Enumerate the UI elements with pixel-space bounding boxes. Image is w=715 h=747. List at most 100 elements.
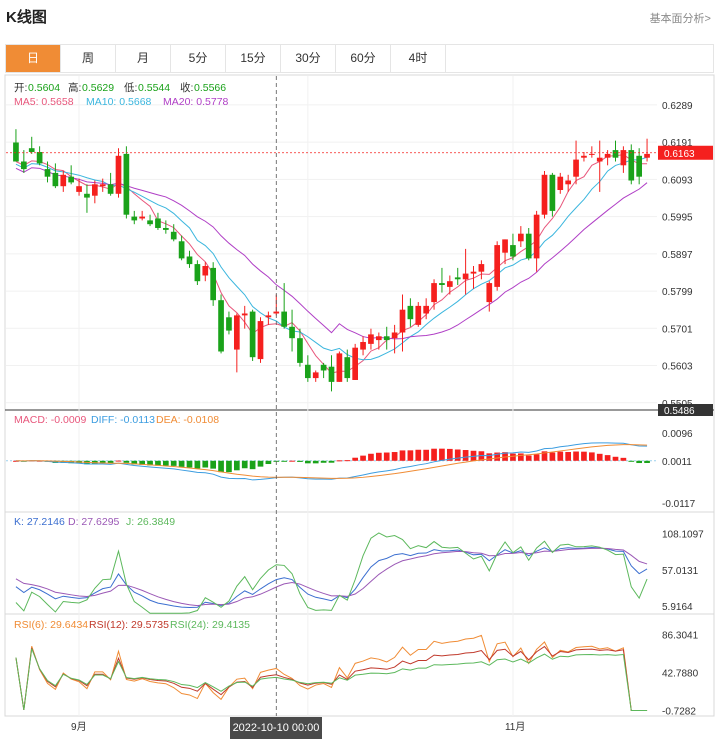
macd-bar — [123, 460, 130, 463]
candle-body — [462, 273, 469, 280]
candle-body — [123, 153, 130, 215]
candle-body — [249, 311, 256, 358]
candle-body — [628, 150, 635, 181]
macd-bar — [581, 451, 587, 461]
k-label: K: 27.2146 — [14, 516, 65, 528]
macd-tick-label: 0.0096 — [662, 429, 693, 440]
candle-body — [257, 321, 264, 360]
macd-bar — [368, 453, 374, 461]
candle-body — [549, 174, 556, 211]
macd-bar — [470, 450, 477, 461]
tab-4[interactable]: 15分 — [226, 45, 281, 72]
candle-body — [478, 264, 485, 272]
macd-bar — [573, 451, 579, 461]
macd-bar — [233, 460, 240, 471]
macd-bar — [604, 455, 611, 461]
macd-tick-label: -0.0117 — [662, 499, 696, 510]
x-tick-label: 11月 — [505, 721, 525, 733]
candle-body — [502, 239, 508, 253]
candle-body — [510, 245, 516, 257]
fundamentals-link[interactable]: 基本面分析> — [649, 13, 711, 25]
dea-label: DEA: -0.0108 — [156, 414, 219, 426]
candle-body — [162, 227, 169, 230]
last-price-badge — [658, 145, 713, 160]
candle-body — [439, 283, 445, 285]
macd-bar — [533, 454, 540, 461]
macd-bar — [194, 460, 201, 469]
candle-body — [170, 231, 177, 240]
price-tick-label: 0.5995 — [662, 213, 693, 224]
kdj-d-line — [15, 547, 648, 607]
price-tick-label: 0.5701 — [662, 324, 693, 335]
candle-body — [368, 334, 374, 344]
macd-bar — [502, 452, 508, 461]
chart-frame — [4, 74, 715, 717]
macd-bar — [241, 460, 248, 469]
macd-bar — [628, 460, 635, 462]
rsi24-line — [15, 648, 648, 712]
ma10-label: MA10: 0.5668 — [86, 96, 152, 108]
kdj-tick-label: 5.9164 — [662, 602, 693, 613]
macd-bar — [620, 457, 627, 461]
macd-bar — [147, 460, 153, 466]
price-tick-label: 0.6191 — [662, 138, 693, 149]
candle-body — [147, 220, 153, 225]
macd-bar — [352, 457, 359, 461]
rsi-tick-label: -0.7282 — [662, 707, 696, 718]
tab-2[interactable]: 月 — [116, 45, 171, 72]
candle-body — [273, 311, 280, 314]
candle-body — [99, 184, 106, 187]
last-price-label: 0.6163 — [664, 149, 695, 160]
macd-dea-line — [15, 444, 648, 479]
macd-bar — [636, 460, 643, 464]
rsi12-label: RSI(12): 29.5735 — [89, 619, 169, 631]
candle-body — [588, 153, 595, 155]
page-title: K线图 — [6, 9, 47, 26]
tab-7[interactable]: 4时 — [391, 45, 446, 72]
candle-body — [60, 174, 67, 187]
candle-body — [581, 155, 587, 158]
candle-body — [612, 150, 619, 158]
macd-bar — [131, 460, 138, 465]
candle-body — [541, 174, 548, 215]
candle-body — [525, 233, 532, 259]
low-value: 0.5544 — [138, 82, 170, 94]
macd-bar — [249, 460, 256, 470]
tab-3[interactable]: 5分 — [171, 45, 226, 72]
macd-bar — [415, 449, 422, 461]
macd-bar — [328, 460, 335, 463]
candle-body — [557, 176, 564, 190]
macd-bar — [407, 450, 414, 461]
candle-body — [360, 341, 366, 350]
macd-bar — [257, 460, 264, 467]
bottom-price-label: 0.5486 — [664, 406, 695, 417]
tab-5[interactable]: 30分 — [281, 45, 336, 72]
candle-body — [604, 153, 611, 158]
candle-body — [36, 151, 43, 164]
candle-body — [68, 176, 75, 183]
macd-bar — [297, 460, 303, 462]
tab-0[interactable]: 日 — [6, 45, 61, 72]
candle-body — [210, 267, 217, 301]
ma5-label: MA5: 0.5658 — [14, 96, 74, 108]
macd-label: MACD: -0.0009 — [14, 414, 87, 426]
tab-6[interactable]: 60分 — [336, 45, 391, 72]
macd-bar — [446, 448, 453, 461]
tab-1[interactable]: 周 — [61, 45, 116, 72]
macd-bar — [202, 460, 209, 468]
open-value: 0.5604 — [28, 82, 60, 94]
candle-body — [328, 366, 335, 382]
low-label: 低: — [124, 81, 137, 94]
candle-body — [533, 214, 540, 259]
candle-body — [202, 265, 209, 276]
close-label: 收: — [180, 81, 193, 94]
close-value: 0.5566 — [194, 82, 226, 94]
candle-body — [218, 300, 224, 352]
kdj-k-line — [15, 547, 648, 608]
macd-bar — [218, 460, 224, 473]
macd-bar — [565, 451, 572, 461]
macd-bar — [588, 452, 595, 461]
rsi6-label: RSI(6): 29.6434 — [14, 619, 88, 631]
macd-bar — [162, 460, 169, 466]
